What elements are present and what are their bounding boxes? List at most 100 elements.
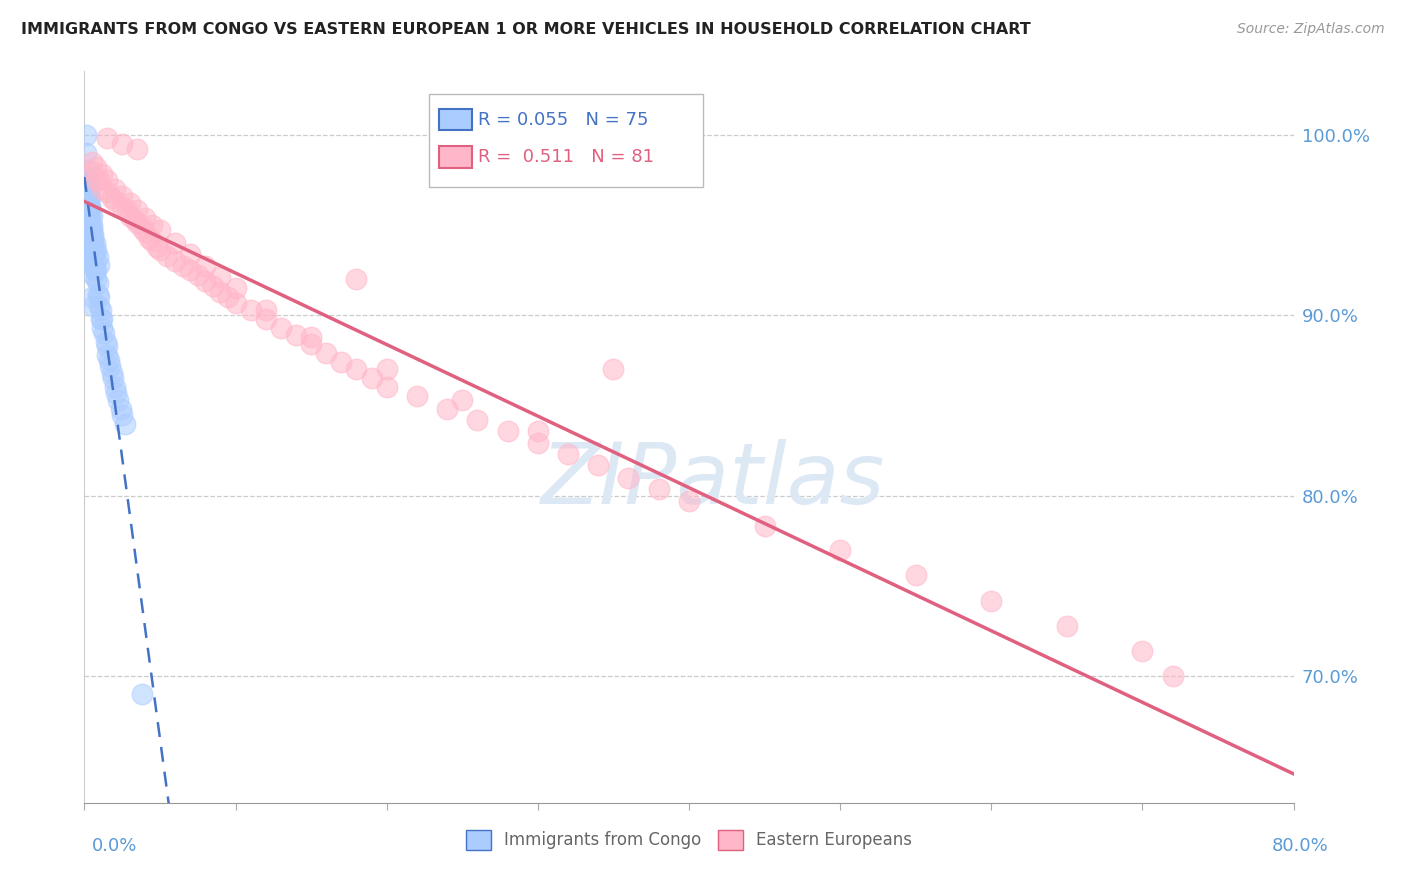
Point (131, 221, 153, 235)
Point (89, 290, 111, 304)
Point (86, 263, 108, 277)
Point (315, 346, 337, 360)
Point (118, 196, 141, 211)
Point (299, 330, 322, 344)
Point (84, 254, 107, 268)
Point (96, 348, 118, 362)
Point (451, 392, 474, 407)
Text: IMMIGRANTS FROM CONGO VS EASTERN EUROPEAN 1 OR MORE VEHICLES IN HOUSEHOLD CORREL: IMMIGRANTS FROM CONGO VS EASTERN EUROPEA… (21, 22, 1031, 37)
Point (93, 326, 115, 341)
Point (98, 359, 121, 373)
Point (146, 239, 169, 253)
Point (1130, 644, 1153, 658)
Point (127, 216, 149, 230)
Point (527, 424, 550, 438)
Point (86, 172, 108, 186)
Point (75, 200, 97, 214)
Point (115, 203, 138, 218)
Point (76, 182, 98, 196)
Point (346, 362, 368, 376)
Point (101, 371, 124, 385)
Point (100, 366, 122, 380)
Point (79, 200, 101, 214)
Point (91, 321, 114, 335)
Point (77, 209, 100, 223)
Point (678, 494, 700, 508)
Point (76, 172, 98, 186)
Point (165, 254, 187, 268)
Point (96, 339, 118, 353)
Text: 80.0%: 80.0% (1272, 837, 1329, 855)
Point (82, 230, 104, 244)
Point (80, 221, 103, 235)
Point (127, 142, 149, 156)
Point (111, 189, 134, 203)
Point (467, 413, 489, 427)
Point (131, 688, 153, 702)
Point (80, 163, 103, 178)
Text: R = 0.055   N = 75: R = 0.055 N = 75 (478, 111, 648, 128)
Point (82, 268, 104, 283)
Point (76, 182, 98, 196)
Point (75, 172, 97, 186)
Point (111, 200, 134, 214)
Point (149, 223, 172, 237)
Point (270, 321, 292, 335)
Point (82, 227, 104, 241)
Point (904, 568, 927, 582)
Point (77, 178, 100, 193)
Point (527, 436, 550, 450)
Point (1056, 619, 1078, 633)
Point (96, 186, 118, 200)
Point (77, 186, 100, 200)
Legend: Immigrants from Congo, Eastern Europeans: Immigrants from Congo, Eastern Europeans (458, 823, 920, 856)
Point (91, 182, 114, 196)
Point (118, 209, 141, 223)
Point (96, 172, 118, 186)
Point (107, 392, 129, 407)
Point (179, 246, 201, 260)
Text: Source: ZipAtlas.com: Source: ZipAtlas.com (1237, 22, 1385, 37)
Point (149, 243, 172, 257)
Point (299, 337, 322, 351)
Point (187, 268, 209, 283)
Point (557, 447, 579, 461)
Point (179, 263, 201, 277)
Point (201, 279, 224, 293)
Point (602, 362, 624, 376)
Point (1161, 669, 1184, 683)
Point (91, 167, 114, 181)
Point (80, 235, 103, 250)
Point (79, 209, 101, 223)
Point (588, 458, 610, 472)
Point (79, 254, 101, 268)
Point (375, 362, 398, 376)
Point (75, 209, 97, 223)
Point (80, 218, 103, 232)
Point (100, 191, 122, 205)
Point (80, 227, 103, 241)
Point (87, 251, 110, 265)
Point (225, 281, 247, 295)
Point (79, 191, 101, 205)
Point (76, 191, 98, 205)
Point (84, 235, 107, 250)
Point (97, 353, 120, 368)
Point (122, 212, 145, 227)
Point (648, 482, 671, 496)
Point (830, 543, 852, 558)
Text: 0.0%: 0.0% (91, 837, 136, 855)
Text: R =  0.511   N = 81: R = 0.511 N = 81 (478, 148, 654, 166)
Point (80, 209, 103, 223)
Point (87, 276, 110, 290)
Point (75, 145, 97, 160)
Point (172, 260, 194, 274)
Point (90, 302, 112, 317)
Point (617, 471, 640, 485)
Point (77, 227, 100, 241)
Point (194, 274, 217, 288)
Point (79, 218, 101, 232)
Point (110, 402, 132, 417)
Point (141, 218, 163, 232)
Point (105, 385, 128, 400)
